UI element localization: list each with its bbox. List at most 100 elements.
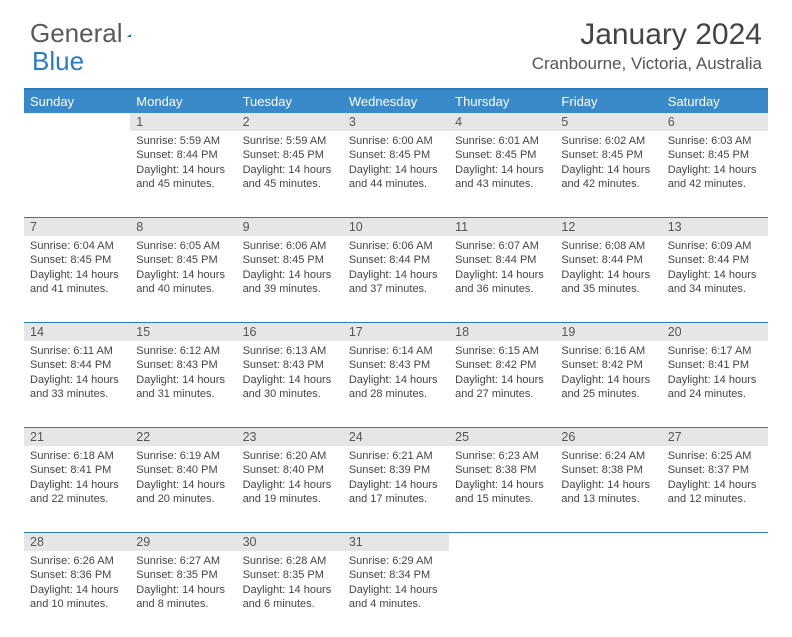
- day-number: 13: [662, 218, 768, 236]
- sunset-text: Sunset: 8:43 PM: [243, 358, 337, 372]
- day-cell: Sunrise: 6:27 AMSunset: 8:35 PMDaylight:…: [130, 551, 236, 637]
- day-number: 30: [237, 533, 343, 551]
- sunrise-text: Sunrise: 6:18 AM: [30, 449, 124, 463]
- sunset-text: Sunset: 8:40 PM: [136, 463, 230, 477]
- sunrise-text: Sunrise: 6:14 AM: [349, 344, 443, 358]
- sunset-text: Sunset: 8:41 PM: [668, 358, 762, 372]
- sunset-text: Sunset: 8:45 PM: [455, 148, 549, 162]
- month-title: January 2024: [532, 18, 762, 52]
- day-number: 14: [24, 323, 130, 341]
- day-cell: Sunrise: 6:18 AMSunset: 8:41 PMDaylight:…: [24, 446, 130, 532]
- daylight-text: Daylight: 14 hours and 15 minutes.: [455, 478, 549, 507]
- week-row: Sunrise: 6:26 AMSunset: 8:36 PM Daylight:…: [24, 551, 768, 637]
- daylight-text: Daylight: 14 hours and 35 minutes.: [561, 268, 655, 297]
- daylight-text: Daylight: 14 hours and 30 minutes.: [243, 373, 337, 402]
- sunrise-text: Sunrise: 5:59 AM: [136, 134, 230, 148]
- weekday-header-row: SundayMondayTuesdayWednesdayThursdayFrid…: [24, 90, 768, 113]
- day-cell: Sunrise: 6:14 AMSunset: 8:43 PMDaylight:…: [343, 341, 449, 427]
- day-number: 20: [662, 323, 768, 341]
- sunrise-text: Sunrise: 6:29 AM: [349, 554, 443, 568]
- day-number: 8: [130, 218, 236, 236]
- daylight-text: Daylight: 14 hours and 44 minutes.: [349, 163, 443, 192]
- daylight-text: Daylight: 14 hours and 12 minutes.: [668, 478, 762, 507]
- daylight-text: Daylight: 14 hours and 34 minutes.: [668, 268, 762, 297]
- calendar: SundayMondayTuesdayWednesdayThursdayFrid…: [24, 88, 768, 637]
- brand-triangle-icon: [127, 24, 131, 46]
- day-number: 3: [343, 113, 449, 131]
- daylight-text: Daylight: 14 hours and 25 minutes.: [561, 373, 655, 402]
- day-cell: Sunrise: 6:16 AMSunset: 8:42 PMDaylight:…: [555, 341, 661, 427]
- day-cell: Sunrise: 6:07 AMSunset: 8:44 PMDaylight:…: [449, 236, 555, 322]
- day-cell: Sunrise: 6:05 AMSunset: 8:45 PMDaylight:…: [130, 236, 236, 322]
- sunset-text: Sunset: 8:45 PM: [668, 148, 762, 162]
- title-block: January 2024 Cranbourne, Victoria, Austr…: [532, 18, 762, 74]
- sunrise-text: Sunrise: 6:23 AM: [455, 449, 549, 463]
- daylight-text: Daylight: 14 hours and 13 minutes.: [561, 478, 655, 507]
- daylight-text: Daylight: 14 hours and 37 minutes.: [349, 268, 443, 297]
- sunset-text: Sunset: 8:45 PM: [243, 148, 337, 162]
- sunset-text: Sunset: 8:45 PM: [349, 148, 443, 162]
- sunset-text: Sunset: 8:36 PM: [30, 568, 124, 582]
- sunrise-text: Sunrise: 6:26 AM: [30, 554, 124, 568]
- day-cell: Sunrise: 6:20 AMSunset: 8:40 PMDaylight:…: [237, 446, 343, 532]
- sunset-text: Sunset: 8:37 PM: [668, 463, 762, 477]
- sunrise-text: Sunrise: 6:01 AM: [455, 134, 549, 148]
- day-number: 15: [130, 323, 236, 341]
- day-number: 11: [449, 218, 555, 236]
- day-number: 19: [555, 323, 661, 341]
- day-number: 16: [237, 323, 343, 341]
- day-cell: Sunrise: 6:08 AMSunset: 8:44 PMDaylight:…: [555, 236, 661, 322]
- day-number: 22: [130, 428, 236, 446]
- sunrise-text: Sunrise: 6:04 AM: [30, 239, 124, 253]
- sunrise-text: Sunrise: 6:19 AM: [136, 449, 230, 463]
- sunrise-text: Sunrise: 6:28 AM: [243, 554, 337, 568]
- sunset-text: Sunset: 8:40 PM: [243, 463, 337, 477]
- day-cell: [449, 551, 555, 637]
- week-row: Sunrise: 6:11 AMSunset: 8:44 PMDaylight:…: [24, 341, 768, 428]
- sunrise-text: Sunrise: 6:27 AM: [136, 554, 230, 568]
- day-cell: Sunrise: 6:06 AMSunset: 8:44 PMDaylight:…: [343, 236, 449, 322]
- day-number: 9: [237, 218, 343, 236]
- day-number: 2: [237, 113, 343, 131]
- daylight-text: Daylight: 14 hours and 42 minutes.: [561, 163, 655, 192]
- day-number: [555, 533, 661, 551]
- sunrise-text: Sunrise: 6:12 AM: [136, 344, 230, 358]
- day-cell: Sunrise: 6:25 AMSunset: 8:37 PMDaylight:…: [662, 446, 768, 532]
- sunset-text: Sunset: 8:44 PM: [136, 148, 230, 162]
- day-number: 6: [662, 113, 768, 131]
- day-cell: Sunrise: 6:21 AMSunset: 8:39 PMDaylight:…: [343, 446, 449, 532]
- daylight-text: Daylight: 14 hours and 24 minutes.: [668, 373, 762, 402]
- daylight-text: Daylight: 14 hours and 40 minutes.: [136, 268, 230, 297]
- day-cell: [555, 551, 661, 637]
- day-number: 31: [343, 533, 449, 551]
- day-number: 23: [237, 428, 343, 446]
- sunset-text: Sunset: 8:38 PM: [455, 463, 549, 477]
- day-number: 29: [130, 533, 236, 551]
- sunset-text: Sunset: 8:35 PM: [136, 568, 230, 582]
- weekday-header: Saturday: [662, 90, 768, 113]
- daylight-text: Daylight: 14 hours and 8 minutes.: [136, 583, 230, 612]
- day-cell: Sunrise: 6:12 AMSunset: 8:43 PMDaylight:…: [130, 341, 236, 427]
- sunrise-text: Sunrise: 6:24 AM: [561, 449, 655, 463]
- day-cell: Sunrise: 6:15 AMSunset: 8:42 PMDaylight:…: [449, 341, 555, 427]
- sunset-text: Sunset: 8:45 PM: [136, 253, 230, 267]
- sunrise-text: Sunrise: 6:06 AM: [349, 239, 443, 253]
- day-cell: Sunrise: 6:13 AMSunset: 8:43 PMDaylight:…: [237, 341, 343, 427]
- day-number: 10: [343, 218, 449, 236]
- daylight-text: Daylight: 14 hours and 31 minutes.: [136, 373, 230, 402]
- daylight-text: Daylight: 14 hours and 45 minutes.: [243, 163, 337, 192]
- day-number: 4: [449, 113, 555, 131]
- daylight-text: Daylight: 14 hours and 22 minutes.: [30, 478, 124, 507]
- day-cell: Sunrise: 6:17 AMSunset: 8:41 PMDaylight:…: [662, 341, 768, 427]
- daylight-text: Daylight: 14 hours and 4 minutes.: [349, 583, 443, 612]
- weekday-header: Thursday: [449, 90, 555, 113]
- day-cell: Sunrise: 6:24 AMSunset: 8:38 PMDaylight:…: [555, 446, 661, 532]
- day-cell: Sunrise: 6:06 AMSunset: 8:45 PMDaylight:…: [237, 236, 343, 322]
- day-number: 17: [343, 323, 449, 341]
- sunrise-text: Sunrise: 6:11 AM: [30, 344, 124, 358]
- sunset-text: Sunset: 8:45 PM: [561, 148, 655, 162]
- sunrise-text: Sunrise: 6:02 AM: [561, 134, 655, 148]
- sunset-text: Sunset: 8:44 PM: [668, 253, 762, 267]
- daylight-text: Daylight: 14 hours and 20 minutes.: [136, 478, 230, 507]
- sunrise-text: Sunrise: 6:00 AM: [349, 134, 443, 148]
